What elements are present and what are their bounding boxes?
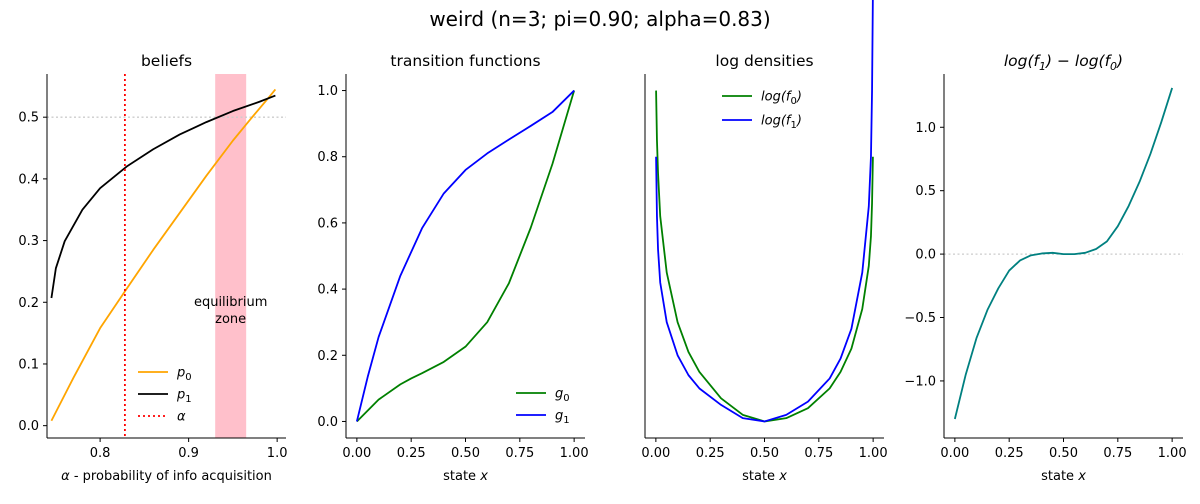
y-tick-label: 0.2 — [317, 349, 338, 364]
y-tick-label: 0.2 — [18, 296, 39, 311]
y-tick-label: 0.0 — [317, 415, 338, 430]
series-line-2 — [355, 89, 575, 422]
x-tick-label: 1.00 — [1158, 446, 1187, 461]
x-tick-label: 1.0 — [267, 446, 288, 461]
panel-2: 0.00 0.25 0.50 0.75 1.00 0.0 0.2 0.4 0.6 0.8 1.0 tr… — [317, 52, 588, 484]
x-tick-label: 0.00 — [641, 446, 670, 461]
legend-label: log(f1) — [761, 114, 802, 132]
x-tick-label: 1.00 — [560, 446, 589, 461]
legend-label: g0 — [555, 387, 570, 405]
panel-4: 0.00 0.25 0.50 0.75 1.00 −1.0 −0.5 0.0 0.5 1.0 log… — [904, 52, 1186, 484]
x-tick-label: 0.50 — [1049, 446, 1078, 461]
y-tick-label: 0.5 — [915, 184, 936, 199]
series-line-2 — [655, 0, 874, 423]
y-tick-label: 0.0 — [18, 419, 39, 434]
y-tick-label: 1.0 — [915, 121, 936, 136]
y-tick-label: 0.4 — [317, 283, 338, 298]
x-tick-label: 0.75 — [505, 446, 534, 461]
x-axis-label: α - probability of info acquisition — [61, 469, 272, 484]
y-tick-label: 0.6 — [317, 216, 338, 231]
band-label: zone — [215, 312, 246, 327]
legend-label: α — [177, 410, 186, 425]
y-tick-label: 0.3 — [18, 234, 39, 249]
panel-title: transition functions — [390, 52, 540, 70]
x-axis-label: state x — [443, 469, 488, 484]
y-tick-label: −0.5 — [904, 311, 936, 326]
legend-label: p1 — [176, 388, 192, 406]
equilibrium-band — [215, 74, 247, 438]
legend-label: log(f0) — [761, 90, 802, 108]
series-line-1 — [655, 90, 874, 423]
y-tick-label: −1.0 — [904, 374, 936, 389]
panel-title: log densities — [715, 52, 813, 70]
panel-title: log(f1) − log(f0) — [1004, 52, 1123, 73]
panel-title: beliefs — [141, 52, 192, 70]
series-line-1 — [953, 87, 1173, 420]
x-tick-label: 1.00 — [859, 446, 888, 461]
band-label: equilibrium — [194, 295, 267, 310]
legend-label: p0 — [176, 366, 192, 384]
y-tick-label: 0.8 — [317, 150, 338, 165]
y-tick-label: 0.4 — [18, 172, 39, 187]
x-tick-label: 0.8 — [90, 446, 111, 461]
series-line-2 — [50, 94, 276, 299]
figure-suptitle: weird (n=3; pi=0.90; alpha=0.83) — [429, 7, 770, 31]
x-tick-label: 0.00 — [940, 446, 969, 461]
legend-label: g1 — [555, 409, 570, 427]
x-axis-label: state x — [742, 469, 787, 484]
x-tick-label: 0.9 — [178, 446, 199, 461]
panel-1: equilibrium zone 0.8 0.9 1.0 0.0 0.1 0.2 0.3 0.4 0… — [18, 52, 287, 484]
x-tick-label: 0.25 — [696, 446, 725, 461]
x-tick-label: 0.50 — [750, 446, 779, 461]
x-tick-label: 0.75 — [804, 446, 833, 461]
x-tick-label: 0.50 — [451, 446, 480, 461]
y-tick-label: 0.5 — [18, 111, 39, 126]
x-tick-label: 0.25 — [995, 446, 1024, 461]
x-tick-label: 0.00 — [342, 446, 371, 461]
y-tick-label: 0.0 — [915, 248, 936, 263]
x-tick-label: 0.25 — [397, 446, 426, 461]
series-line-1 — [50, 88, 277, 422]
x-tick-label: 0.75 — [1103, 446, 1132, 461]
series-line-1 — [356, 90, 576, 423]
x-axis-label: state x — [1041, 469, 1086, 484]
y-tick-label: 1.0 — [317, 84, 338, 99]
panel-3: 0.00 0.25 0.50 0.75 1.00 log densities state x… — [641, 0, 888, 484]
y-tick-label: 0.1 — [18, 357, 39, 372]
